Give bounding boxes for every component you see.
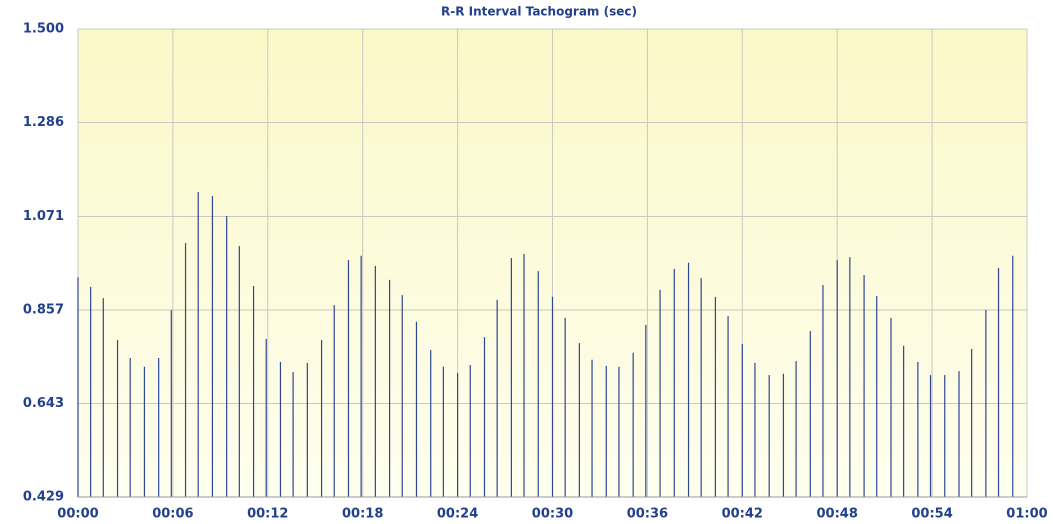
y-tick-label: 0.857 [23, 302, 64, 317]
y-tick-label: 0.429 [23, 490, 64, 505]
x-tick-label: 00:00 [57, 507, 98, 522]
x-tick-label: 01:00 [1006, 507, 1047, 522]
y-tick-label: 1.071 [23, 209, 64, 224]
x-tick-label: 00:30 [532, 507, 573, 522]
x-tick-label: 00:54 [911, 507, 952, 522]
y-tick-label: 1.500 [23, 22, 64, 37]
x-tick-label: 00:36 [627, 507, 668, 522]
x-tick-label: 00:42 [722, 507, 763, 522]
y-tick-label: 1.286 [23, 115, 64, 130]
x-tick-label: 00:48 [817, 507, 858, 522]
x-tick-label: 00:24 [437, 507, 478, 522]
chart-title: R-R Interval Tachogram (sec) [441, 5, 637, 19]
x-tick-label: 00:18 [342, 507, 383, 522]
x-tick-label: 00:12 [247, 507, 288, 522]
y-tick-label: 0.643 [23, 396, 64, 411]
x-tick-label: 00:06 [152, 507, 193, 522]
